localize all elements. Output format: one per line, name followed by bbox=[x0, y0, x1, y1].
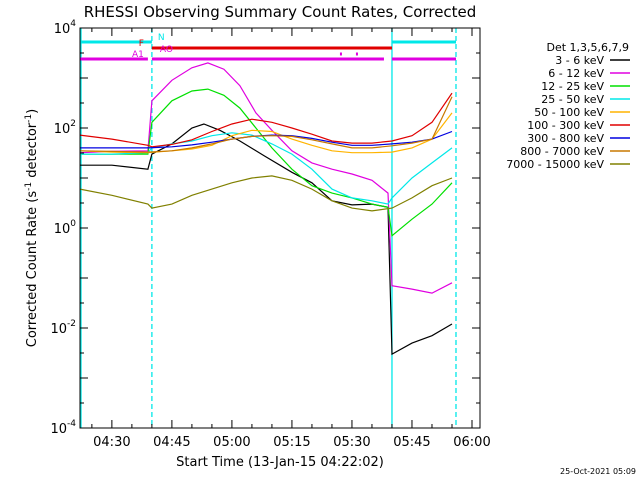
chart-title: RHESSI Observing Summary Count Rates, Co… bbox=[84, 3, 477, 21]
series-line bbox=[79, 88, 453, 237]
y-tick-label: 10-4 bbox=[50, 419, 76, 437]
x-tick-label: 05:45 bbox=[393, 435, 430, 450]
legend-label: 800 - 7000 keV bbox=[520, 145, 604, 158]
series-line bbox=[79, 92, 453, 148]
night-boundaries bbox=[80, 28, 457, 428]
y-axis: 10-4 10-2 100 102 104 bbox=[50, 19, 480, 437]
legend-label: 25 - 50 keV bbox=[541, 93, 604, 106]
legend-title: Det 1,3,5,6,7,9 bbox=[546, 41, 629, 54]
x-tick-label: 04:45 bbox=[153, 435, 190, 450]
flag-label: N bbox=[158, 33, 165, 43]
legend-label: 6 - 12 keV bbox=[548, 67, 604, 80]
y-tick-label: 10-2 bbox=[50, 319, 76, 337]
x-tick-label: 05:30 bbox=[333, 435, 370, 450]
series-line bbox=[79, 130, 453, 149]
flag-label: AO bbox=[160, 45, 173, 55]
flag-label: A1 bbox=[132, 50, 144, 60]
x-tick-label: 05:15 bbox=[273, 435, 310, 450]
series-line bbox=[79, 175, 453, 212]
legend-label: 12 - 25 keV bbox=[541, 80, 604, 93]
x-tick-label: 04:30 bbox=[93, 435, 130, 450]
legend-label: 300 - 800 keV bbox=[527, 132, 604, 145]
flag-label: F bbox=[139, 39, 144, 49]
x-tick-label: 05:00 bbox=[213, 435, 250, 450]
flag-bars: N F AO A1 bbox=[80, 33, 456, 61]
series-line bbox=[79, 62, 453, 294]
series-line bbox=[79, 112, 453, 154]
y-tick-label: 100 bbox=[54, 219, 77, 237]
legend-label: 7000 - 15000 keV bbox=[506, 158, 604, 171]
plot-area: N F AO A1 bbox=[79, 27, 481, 429]
legend-label: 50 - 100 keV bbox=[534, 106, 604, 119]
x-tick-label: 06:00 bbox=[453, 435, 490, 450]
y-tick-label: 102 bbox=[54, 119, 76, 137]
y-tick-label: 104 bbox=[54, 19, 77, 37]
series-line bbox=[79, 123, 453, 356]
x-axis-label: Start Time (13-Jan-15 04:22:02) bbox=[176, 455, 384, 470]
series-line bbox=[79, 96, 453, 153]
x-axis: 04:30 04:45 05:00 05:15 05:30 05:45 06:00 bbox=[91, 28, 491, 450]
generated-timestamp: 25-Oct-2021 05:09 bbox=[560, 467, 636, 476]
legend-label: 100 - 300 keV bbox=[527, 119, 604, 132]
series-lines bbox=[79, 62, 453, 356]
y-axis-label: Corrected Count Rate (s-1 detector-1) bbox=[24, 109, 40, 347]
legend-label: 3 - 6 keV bbox=[555, 54, 604, 67]
plot-frame bbox=[79, 27, 481, 429]
